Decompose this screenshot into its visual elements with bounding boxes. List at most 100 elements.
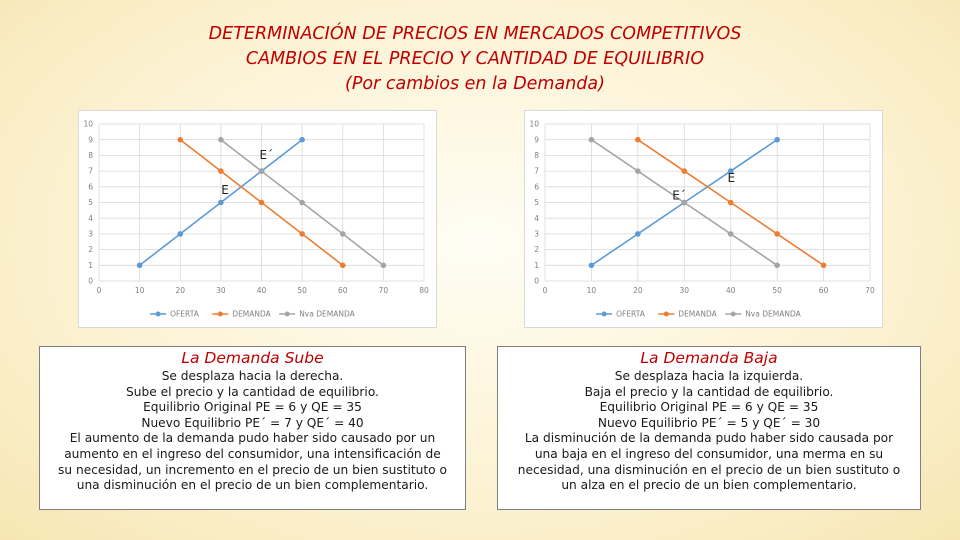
x-tick-label: 20 [633, 286, 643, 295]
y-tick-label: 2 [534, 245, 539, 254]
y-tick-label: 10 [83, 120, 93, 129]
x-tick-label: 40 [726, 286, 736, 295]
data-point [774, 136, 780, 143]
data-point [258, 168, 265, 174]
panel-line: su necesidad, un incremento en el precio… [58, 462, 447, 477]
panel-line: Se desplaza hacia la derecha. [161, 369, 344, 383]
y-tick-label: 7 [534, 167, 539, 176]
panel-line: una baja en el ingreso del consumidor, u… [534, 446, 884, 461]
data-point [588, 136, 595, 143]
panel-line: un alza en el precio de un bien compleme… [561, 478, 857, 493]
y-tick-label: 9 [534, 135, 539, 144]
data-point [299, 231, 305, 237]
data-point [635, 136, 641, 143]
data-point [635, 231, 641, 237]
equilibrium-label: E [728, 171, 736, 185]
legend-label: OFERTA [170, 310, 200, 319]
panel-line: necesidad, una disminución en el precio … [517, 462, 901, 477]
x-tick-label: 80 [419, 286, 429, 295]
title-line-2: CAMBIOS EN EL PRECIO Y CANTIDAD DE EQUIL… [245, 49, 705, 69]
data-point [299, 199, 305, 206]
y-tick-label: 5 [534, 198, 539, 207]
y-tick-label: 0 [534, 277, 539, 286]
panel-line: Nuevo Equilibrio PE´ = 7 y QE´ = 40 [141, 415, 364, 430]
title-line-3: (Por cambios en la Demanda) [345, 74, 605, 94]
y-tick-label: 3 [534, 230, 539, 239]
data-point [177, 231, 184, 237]
x-tick-label: 70 [865, 286, 875, 295]
demand-decrease-panel: La Demanda Baja Se desplaza hacia la izq… [497, 346, 921, 510]
y-tick-label: 4 [534, 214, 539, 223]
chart-demand-increase: 0 1 2 3 4 5 6 7 8 9 10 0 10 20 30 40 50 60 70 80 E E´ OFERTA DE… [78, 110, 437, 328]
data-point [218, 168, 224, 174]
x-tick-label: 60 [338, 286, 348, 295]
data-point [774, 262, 780, 269]
panel-line: Se desplaza hacia la izquierda. [614, 369, 804, 383]
x-tick-label: 30 [680, 286, 690, 295]
data-point [218, 199, 224, 206]
panel-line: Baja el precio y la cantidad de equilibr… [584, 384, 834, 399]
data-point [635, 168, 641, 174]
panel-line: una disminución en el precio de un bien … [76, 478, 429, 493]
legend-marker [730, 311, 736, 317]
data-point [681, 199, 688, 206]
data-point [681, 168, 688, 174]
legend-marker [663, 311, 669, 317]
y-tick-label: 8 [534, 151, 539, 160]
x-tick-label: 0 [543, 286, 548, 295]
legend-label: DEMANDA [678, 310, 717, 319]
data-point [380, 262, 387, 269]
data-point [258, 199, 265, 206]
y-tick-label: 8 [88, 151, 93, 160]
panel-heading: La Demanda Sube [181, 349, 324, 367]
y-tick-label: 1 [88, 261, 93, 270]
legend-marker [217, 311, 223, 317]
demand-increase-panel: La Demanda Sube Se desplaza hacia la der… [39, 346, 466, 510]
legend-label: Nva DEMANDA [745, 310, 801, 319]
y-tick-label: 9 [88, 135, 93, 144]
y-tick-label: 3 [88, 230, 93, 239]
panel-line: Equilibrio Original PE = 6 y QE = 35 [143, 400, 362, 415]
legend-label: OFERTA [616, 310, 646, 319]
y-tick-label: 5 [88, 198, 93, 207]
y-tick-label: 1 [534, 261, 539, 270]
panel-line: Equilibrio Original PE = 6 y QE = 35 [599, 400, 819, 415]
legend-label: Nva DEMANDA [299, 310, 355, 319]
page-title: DETERMINACIÓN DE PRECIOS EN MERCADOS COM… [0, 22, 950, 97]
data-point [727, 199, 734, 206]
equilibrium-label: E´ [672, 189, 686, 203]
data-point [339, 262, 346, 269]
panel-heading: La Demanda Baja [640, 349, 778, 367]
y-tick-label: 6 [534, 182, 539, 191]
panel-line: aumento en el ingreso del consumidor, un… [64, 446, 441, 461]
data-point [727, 168, 734, 174]
x-tick-label: 10 [135, 286, 145, 295]
equilibrium-label: E´ [260, 148, 274, 162]
x-tick-label: 60 [819, 286, 829, 295]
x-tick-label: 30 [216, 286, 226, 295]
panel-line: La disminución de la demanda pudo haber … [524, 431, 894, 446]
data-point [218, 136, 224, 143]
chart-left-svg: 0 1 2 3 4 5 6 7 8 9 10 0 10 20 30 40 50 60 70 80 E E´ OFERTA DE… [83, 120, 429, 319]
y-tick-label: 2 [88, 245, 93, 254]
data-point [299, 136, 305, 143]
data-point [339, 231, 346, 237]
x-tick-label: 0 [97, 286, 102, 295]
y-tick-label: 0 [88, 277, 93, 286]
data-point [177, 136, 184, 143]
title-line-1: DETERMINACIÓN DE PRECIOS EN MERCADOS COM… [208, 24, 742, 44]
x-tick-label: 50 [772, 286, 782, 295]
data-point [774, 231, 780, 237]
y-tick-label: 6 [88, 182, 93, 191]
data-point [820, 262, 827, 269]
equilibrium-label: E [221, 183, 229, 197]
data-point [727, 231, 734, 237]
chart-right-svg: 0 1 2 3 4 5 6 7 8 9 10 0 10 20 30 40 50 60 70 E E´ OFERTA DEMA… [529, 120, 875, 319]
y-tick-label: 4 [88, 214, 93, 223]
panel-line: El aumento de la demanda pudo haber sido… [69, 431, 436, 446]
legend-marker [284, 311, 290, 317]
x-tick-label: 70 [379, 286, 389, 295]
data-point [588, 262, 595, 269]
x-tick-label: 50 [297, 286, 307, 295]
panel-line: Sube el precio y la cantidad de equilibr… [126, 384, 379, 399]
